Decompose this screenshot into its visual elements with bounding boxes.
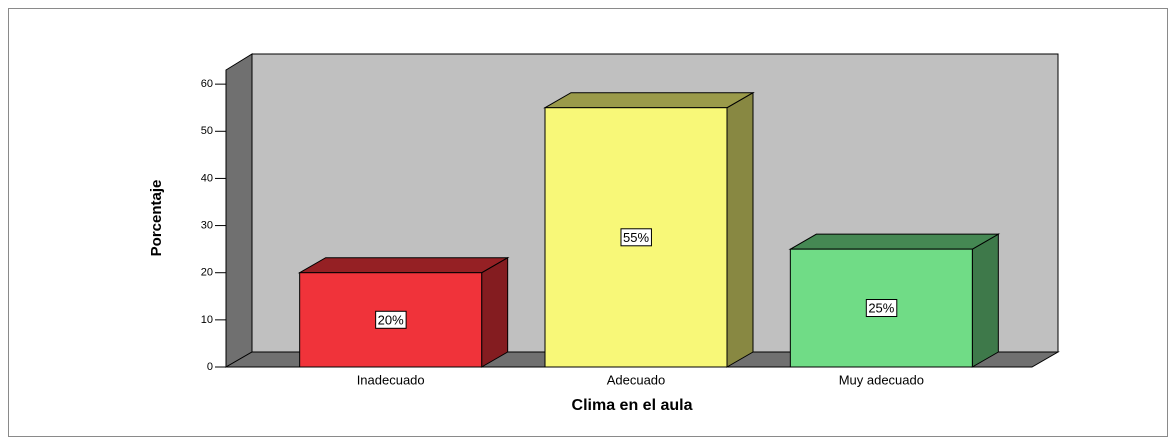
bar-side — [481, 256, 509, 368]
value-label: 55% — [623, 230, 649, 245]
x-tick-label: Muy adecuado — [839, 372, 924, 387]
value-label: 25% — [868, 301, 894, 316]
left-wall — [225, 53, 253, 368]
bar-top — [297, 257, 510, 274]
x-tick-label: Inadecuado — [357, 372, 425, 387]
value-label-box — [375, 310, 407, 329]
x-axis-title: Clima en el aula — [572, 397, 693, 414]
x-tick-label: Adecuado — [607, 372, 666, 387]
bar-side — [971, 233, 999, 368]
y-tick-label: 50 — [201, 125, 213, 137]
value-label-box — [865, 299, 898, 318]
y-tick-label: 30 — [201, 219, 213, 231]
bar-side — [726, 91, 754, 368]
bar-top — [543, 92, 755, 109]
y-axis-title: Porcentaje — [148, 180, 165, 257]
y-tick-label: 10 — [201, 314, 213, 326]
value-label-box — [620, 228, 652, 247]
y-tick-label: 40 — [201, 172, 213, 184]
y-tick-label: 60 — [201, 78, 213, 90]
bar-top — [788, 233, 1001, 250]
y-tick-label: 20 — [201, 267, 213, 279]
marks: 0 10 20 30 40 50 60 20% Inadecuado 55% Adecuado 25%… — [201, 78, 1001, 387]
value-label: 20% — [378, 312, 404, 327]
y-tick-label: 0 — [207, 361, 213, 373]
